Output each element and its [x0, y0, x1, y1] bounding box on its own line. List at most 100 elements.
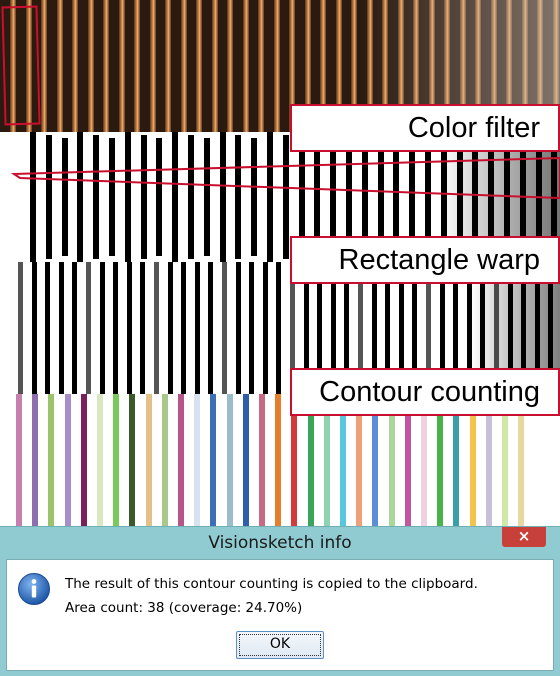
- stripe: [330, 262, 336, 394]
- stripe: [242, 0, 249, 132]
- stripe: [469, 394, 476, 534]
- stripe: [426, 262, 431, 394]
- stripe: [235, 135, 242, 259]
- stripe: [31, 262, 37, 394]
- stripe: [86, 262, 91, 394]
- stripe: [18, 262, 23, 394]
- stripe: [258, 0, 264, 132]
- stripe: [194, 394, 201, 534]
- stripe: [518, 394, 525, 534]
- stripe: [124, 132, 131, 262]
- stripe: [178, 394, 184, 534]
- stripe: [25, 0, 32, 132]
- stripe: [335, 0, 342, 132]
- stripe: [289, 0, 295, 132]
- area-count-text: Area count: 38 (coverage: 24.70%): [65, 600, 303, 616]
- stripe: [356, 394, 363, 534]
- stripe: [385, 262, 391, 394]
- stripe: [61, 138, 68, 256]
- stripe: [145, 394, 152, 534]
- rectangle-warp-label: Rectangle warp: [290, 236, 560, 284]
- stripe: [58, 262, 64, 394]
- stripe: [404, 394, 411, 534]
- stripe: [80, 394, 87, 534]
- stripe: [437, 394, 444, 534]
- stripe: [167, 262, 173, 394]
- stripe: [273, 0, 280, 132]
- stripe: [351, 0, 357, 132]
- stripe: [219, 132, 226, 262]
- stripe: [502, 394, 508, 534]
- stripe: [161, 394, 168, 534]
- stripe: [290, 262, 295, 394]
- stripe: [303, 262, 309, 394]
- ok-button[interactable]: OK: [236, 631, 324, 659]
- stripe: [259, 394, 265, 534]
- rectangle-warp-result-band: [0, 262, 560, 394]
- contour-counting-label: Contour counting: [290, 368, 560, 416]
- result-message: The result of this contour counting is c…: [65, 576, 478, 592]
- focus-ring: [239, 634, 321, 656]
- stripe: [180, 0, 187, 132]
- stripe: [485, 394, 492, 534]
- stripe: [453, 262, 459, 394]
- stripe: [388, 394, 395, 534]
- stripe: [45, 262, 51, 394]
- close-button[interactable]: ×: [502, 527, 546, 547]
- color-filter-label: Color filter: [290, 104, 560, 152]
- stripe: [72, 262, 78, 394]
- stripe: [210, 394, 217, 534]
- dialog-title: Visionsketch info: [208, 533, 352, 553]
- stripe: [371, 262, 377, 394]
- stripe: [140, 135, 147, 259]
- stripe: [156, 138, 163, 256]
- stripe: [30, 132, 36, 262]
- stripe: [267, 132, 273, 262]
- stripe: [282, 135, 289, 259]
- stripe: [196, 0, 202, 132]
- stripe: [64, 394, 71, 534]
- stripe: [113, 262, 119, 394]
- stripe: [87, 0, 94, 132]
- stripe: [208, 262, 214, 394]
- stripe: [126, 262, 132, 394]
- stripe: [129, 394, 136, 534]
- contour-counting-result-band: [0, 394, 560, 534]
- stripe: [113, 394, 120, 534]
- stripe: [227, 0, 233, 132]
- stripe: [154, 262, 159, 394]
- stripe: [235, 262, 241, 394]
- stripe: [181, 262, 187, 394]
- stripe: [32, 394, 39, 534]
- stripe: [275, 394, 282, 534]
- stripe: [276, 262, 282, 394]
- stripe: [291, 394, 298, 534]
- stripe: [242, 394, 249, 534]
- stripe: [97, 394, 103, 534]
- stripe: [226, 394, 233, 534]
- stripe: [466, 262, 472, 394]
- stripe: [10, 0, 16, 132]
- ok-button-label: OK: [269, 636, 291, 652]
- stripe: [77, 132, 84, 262]
- stripe: [140, 262, 146, 394]
- stripe: [304, 0, 311, 132]
- stripe: [307, 394, 314, 534]
- stripe: [118, 0, 125, 132]
- stripe: [99, 262, 105, 394]
- stripe: [48, 394, 55, 534]
- stripe: [344, 262, 350, 394]
- stripe: [372, 394, 379, 534]
- info-icon: [18, 573, 50, 605]
- stripe: [103, 0, 109, 132]
- stripe: [398, 262, 404, 394]
- stripe: [41, 0, 47, 132]
- original-image-band: [0, 0, 560, 132]
- stripe: [262, 262, 268, 394]
- stripe: [93, 135, 100, 259]
- stripe: [358, 262, 363, 394]
- stripe: [412, 262, 418, 394]
- stripe: [320, 0, 326, 132]
- stripe: [149, 0, 156, 132]
